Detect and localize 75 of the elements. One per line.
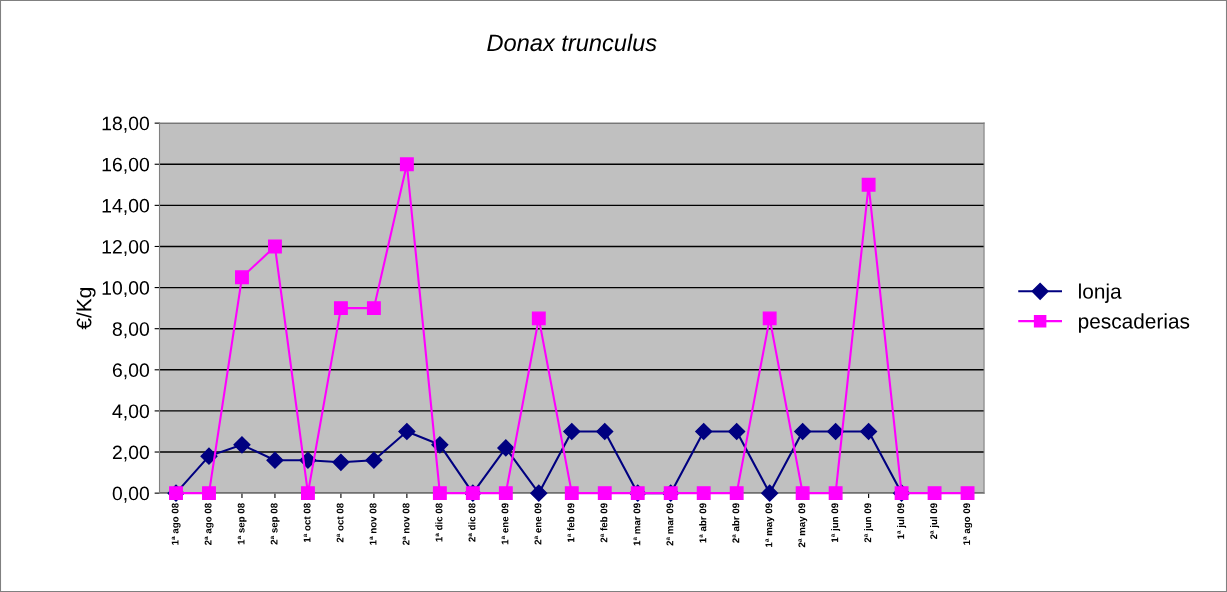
- y-tick-label: 6,00: [112, 363, 150, 380]
- y-tick-label: 2,00: [112, 445, 150, 462]
- x-tick-label: 1ª jul 09: [897, 503, 907, 539]
- x-tick-label: 2ª feb 09: [600, 503, 608, 543]
- point: [266, 451, 284, 469]
- x-tick-label: 1ª mar 09: [633, 503, 641, 546]
- y-tick-label: 10,00: [102, 281, 150, 298]
- x-tick-label: 1ª nov 08: [369, 503, 377, 545]
- point: [597, 486, 612, 501]
- x-tick-label: 2ª abr 09: [732, 503, 740, 543]
- x-tick-label: 2ª ago 08: [204, 503, 214, 546]
- point: [861, 177, 876, 192]
- point: [794, 422, 812, 441]
- x-tick-label: 2ª may 09: [798, 503, 808, 548]
- x-tick-label: 1ª may 09: [765, 503, 775, 547]
- x-tick-label: 2ª ene 09: [534, 503, 542, 545]
- point: [497, 439, 515, 457]
- x-tick-label: 2ª nov 08: [402, 503, 410, 546]
- point: [960, 486, 975, 501]
- point: [729, 486, 744, 501]
- legend-label: pescaderias: [1078, 313, 1190, 333]
- y-tick-label: 14,00: [102, 198, 150, 215]
- y-axis-title: €/Kg: [76, 288, 96, 330]
- x-tick-label: 1ª jun 09: [831, 503, 841, 543]
- point: [366, 301, 381, 316]
- point: [233, 436, 251, 454]
- point: [498, 486, 513, 501]
- point: [860, 422, 878, 441]
- x-tick-label: 2ª jun 09: [864, 503, 874, 543]
- point: [531, 311, 546, 326]
- chart-title: Donax trunculus: [487, 33, 657, 52]
- point: [235, 270, 249, 285]
- y-tick-label: 0,00: [112, 486, 150, 503]
- point: [399, 157, 414, 172]
- x-tick-label: 2ª sep 08: [270, 503, 280, 545]
- x-tick-label: 2ª jul 09: [930, 503, 940, 540]
- x-tick-label: 1ª dic 08: [435, 503, 443, 542]
- point: [398, 422, 416, 441]
- x-tick-label: 2ª mar 09: [666, 503, 674, 546]
- point: [761, 484, 779, 502]
- point: [563, 422, 581, 441]
- point: [200, 447, 218, 465]
- point: [795, 486, 810, 501]
- point: [695, 422, 713, 441]
- y-tick-label: 18,00: [102, 116, 150, 133]
- point: [432, 486, 447, 501]
- point: [596, 422, 614, 441]
- point: [300, 486, 315, 501]
- point: [927, 486, 942, 501]
- y-tick-label: 16,00: [102, 157, 150, 174]
- point: [827, 422, 845, 441]
- x-tick-label: 1ª feb 09: [567, 503, 575, 543]
- point: [762, 311, 777, 326]
- y-tick-label: 8,00: [112, 322, 150, 339]
- y-tick-label: 4,00: [112, 404, 150, 421]
- x-tick-label: 1ª oct 08: [303, 503, 311, 543]
- x-tick-label: 2ª oct 08: [336, 503, 344, 543]
- point: [268, 239, 282, 254]
- x-tick-label: 1ª ago 08: [171, 503, 181, 545]
- point: [696, 486, 711, 501]
- x-tick-label: 1ª sep 08: [237, 503, 247, 545]
- x-tick-label: 2ª dic 08: [468, 503, 476, 542]
- point: [828, 486, 843, 501]
- point: [332, 453, 350, 471]
- point: [333, 301, 348, 316]
- x-tick-label: 1ª ene 09: [501, 503, 509, 545]
- x-tick-label: 1ª abr 09: [699, 503, 707, 543]
- legend-label: lonja: [1079, 283, 1122, 303]
- point: [728, 422, 746, 441]
- point: [530, 484, 548, 502]
- y-tick-label: 12,00: [102, 239, 150, 256]
- point: [202, 486, 216, 501]
- point: [365, 451, 383, 469]
- x-tick-label: 1ª ago 09: [963, 503, 973, 545]
- point: [564, 486, 579, 501]
